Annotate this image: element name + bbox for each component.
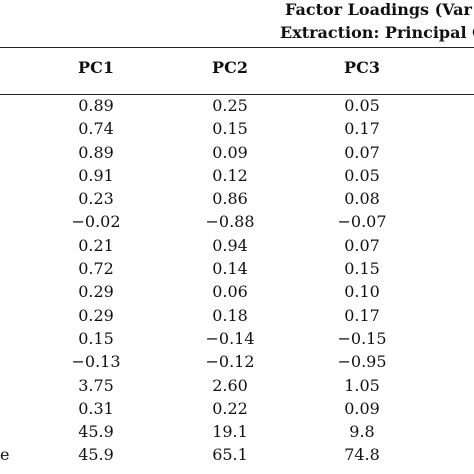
cell-pc2: 0.12	[212, 165, 248, 185]
table-row: 0.15 −0.14 −0.15	[0, 327, 474, 350]
cell-pc3: −0.15	[337, 328, 387, 348]
cell-pc3: 0.08	[344, 189, 380, 209]
table-row: 0.29 0.18 0.17	[0, 304, 474, 327]
header-rule-top	[0, 47, 474, 48]
cell-pc1: 0.74	[78, 119, 114, 139]
cell-pc1: −0.13	[71, 352, 121, 372]
table-title-line-1: Factor Loadings (Var	[285, 0, 472, 19]
cell-pc3: 0.05	[344, 165, 380, 185]
cell-pc3: −0.95	[337, 352, 387, 372]
cell-pc1: 45.9	[78, 445, 114, 465]
cell-pc1: 45.9	[78, 422, 114, 442]
cell-pc2: −0.12	[205, 352, 255, 372]
row-label: e	[0, 445, 10, 465]
cell-pc3: 0.17	[344, 119, 380, 139]
table-row: 45.9 19.1 9.8	[0, 420, 474, 443]
cell-pc3: 0.09	[344, 398, 380, 418]
cell-pc3: 0.15	[344, 259, 380, 279]
cell-pc3: 0.07	[344, 235, 380, 255]
table-row: 3.75 2.60 1.05	[0, 374, 474, 397]
table-row: 0.89 0.25 0.05	[0, 94, 474, 117]
cell-pc2: 0.18	[212, 305, 248, 325]
column-header-pc2: PC2	[212, 58, 248, 77]
cell-pc3: 0.17	[344, 305, 380, 325]
table-row: e 45.9 65.1 74.8	[0, 443, 474, 466]
cell-pc1: 0.29	[78, 305, 114, 325]
table-row: 0.29 0.06 0.10	[0, 280, 474, 303]
header-rule-bottom	[0, 94, 474, 95]
table-body: 0.89 0.25 0.05 0.74 0.15 0.17 0.89 0.09 …	[0, 94, 474, 467]
cell-pc2: 0.14	[212, 259, 248, 279]
cell-pc1: 0.89	[78, 142, 114, 162]
cell-pc3: 9.8	[349, 422, 375, 442]
cell-pc1: −0.02	[71, 212, 121, 232]
table-row: 0.74 0.15 0.17	[0, 117, 474, 140]
cell-pc2: 0.09	[212, 142, 248, 162]
cell-pc2: 0.86	[212, 189, 248, 209]
cell-pc3: 1.05	[344, 375, 380, 395]
cell-pc1: 0.31	[78, 398, 114, 418]
cell-pc2: 19.1	[212, 422, 248, 442]
table-row: 0.21 0.94 0.07	[0, 234, 474, 257]
cell-pc1: 0.91	[78, 165, 114, 185]
cell-pc2: −0.88	[205, 212, 255, 232]
cell-pc2: 65.1	[212, 445, 248, 465]
table-row: 0.89 0.09 0.07	[0, 141, 474, 164]
cell-pc1: 0.89	[78, 96, 114, 115]
cell-pc2: 0.06	[212, 282, 248, 302]
cell-pc3: 0.07	[344, 142, 380, 162]
table-title-line-2: Extraction: Principal C	[280, 23, 474, 42]
table-row: 0.72 0.14 0.15	[0, 257, 474, 280]
cell-pc3: 0.05	[344, 96, 380, 115]
table-row: 0.91 0.12 0.05	[0, 164, 474, 187]
table-row: 0.23 0.86 0.08	[0, 187, 474, 210]
cell-pc2: 0.94	[212, 235, 248, 255]
cell-pc1: 0.72	[78, 259, 114, 279]
cell-pc3: 0.10	[344, 282, 380, 302]
table-row: −0.13 −0.12 −0.95	[0, 350, 474, 373]
cell-pc2: 0.25	[212, 96, 248, 115]
cell-pc3: −0.07	[337, 212, 387, 232]
column-header-pc3: PC3	[344, 58, 380, 77]
cell-pc1: 0.15	[78, 328, 114, 348]
cell-pc2: 2.60	[212, 375, 248, 395]
cell-pc1: 0.23	[78, 189, 114, 209]
column-header-pc1: PC1	[78, 58, 114, 77]
cell-pc1: 0.21	[78, 235, 114, 255]
cell-pc1: 0.29	[78, 282, 114, 302]
table-row: 0.31 0.22 0.09	[0, 397, 474, 420]
cell-pc1: 3.75	[78, 375, 114, 395]
cell-pc3: 74.8	[344, 445, 380, 465]
table-row: −0.02 −0.88 −0.07	[0, 210, 474, 233]
cell-pc2: 0.15	[212, 119, 248, 139]
cell-pc2: −0.14	[205, 328, 255, 348]
cell-pc2: 0.22	[212, 398, 248, 418]
